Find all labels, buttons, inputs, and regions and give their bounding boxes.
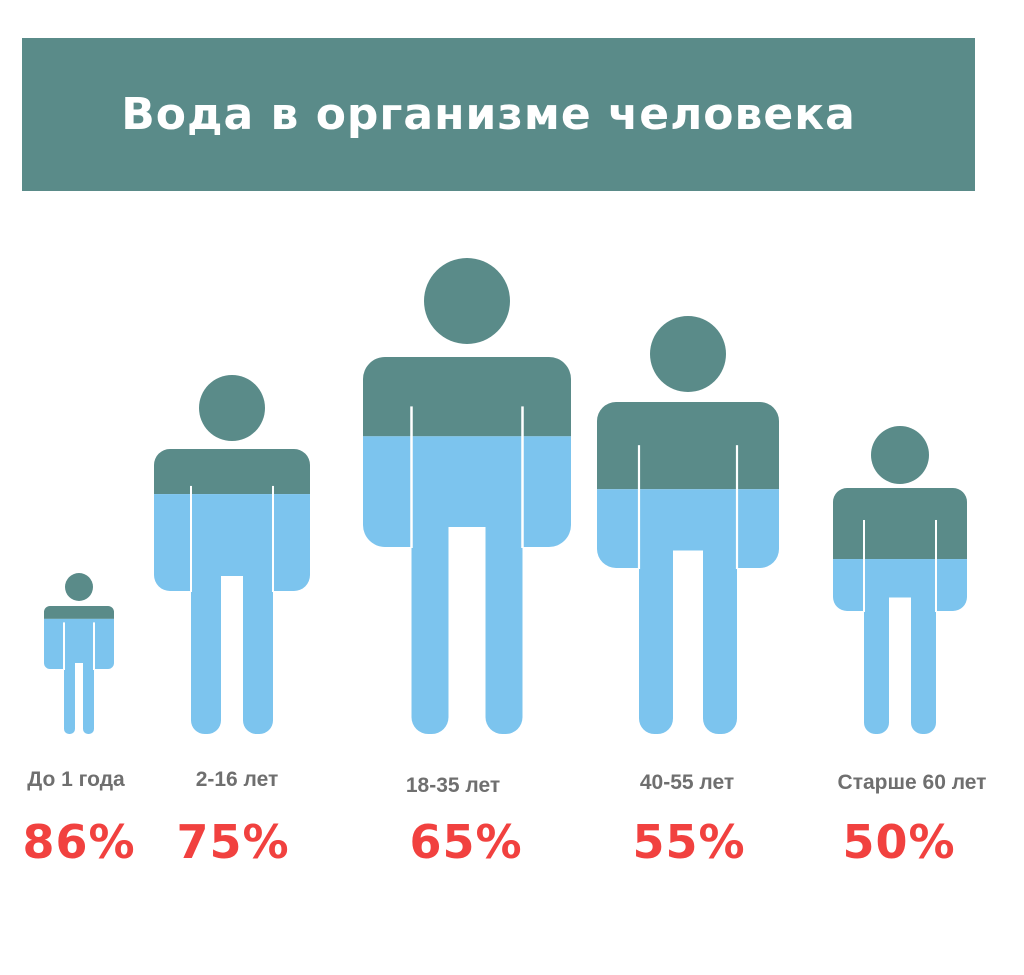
age-label-2: 18-35 лет [405,774,501,797]
arm-slit-right-1 [272,485,274,592]
arm-slit-left-0 [63,622,65,670]
figure-3 [597,316,779,752]
age-label-1: 2-16 лет [195,768,279,791]
percent-label-2: 65% [409,815,523,869]
arm-slit-left-4 [863,519,865,612]
head-3 [650,316,726,392]
figure-4 [833,426,967,748]
head-0 [65,573,93,601]
age-label-0: До 1 года [27,768,125,791]
figure-0 [44,573,114,740]
age-label-3: 40-55 лет [639,771,735,794]
percent-label-1: 75% [176,815,290,869]
dry-fill-4 [833,488,967,560]
arm-slit-left-3 [637,445,641,569]
arm-slit-right-4 [935,519,937,612]
head-2 [424,258,510,344]
leg-gap-2 [448,527,486,754]
arm-slit-right-3 [735,445,739,569]
arm-slit-left-1 [190,485,192,592]
percent-label-4: 50% [842,815,956,869]
title-banner: Вода в организме человека [22,38,975,191]
arm-slit-right-0 [93,622,95,670]
chart-title: Вода в организме человека [121,89,856,140]
dry-fill-1 [154,449,310,495]
head-1 [199,375,265,441]
dry-fill-3 [597,402,779,490]
age-label-4: Старше 60 лет [837,771,987,794]
dry-fill-0 [44,606,114,619]
arm-slit-right-2 [521,406,524,548]
head-4 [871,426,929,484]
leg-gap-4 [889,597,911,748]
dry-fill-2 [363,357,571,437]
percent-label-0: 86% [22,815,136,869]
leg-gap-0 [75,663,83,740]
figure-1 [154,375,310,749]
leg-gap-1 [221,576,243,749]
leg-gap-3 [673,550,703,752]
figure-2 [363,258,571,754]
arm-slit-left-2 [410,406,413,548]
percent-label-3: 55% [632,815,746,869]
